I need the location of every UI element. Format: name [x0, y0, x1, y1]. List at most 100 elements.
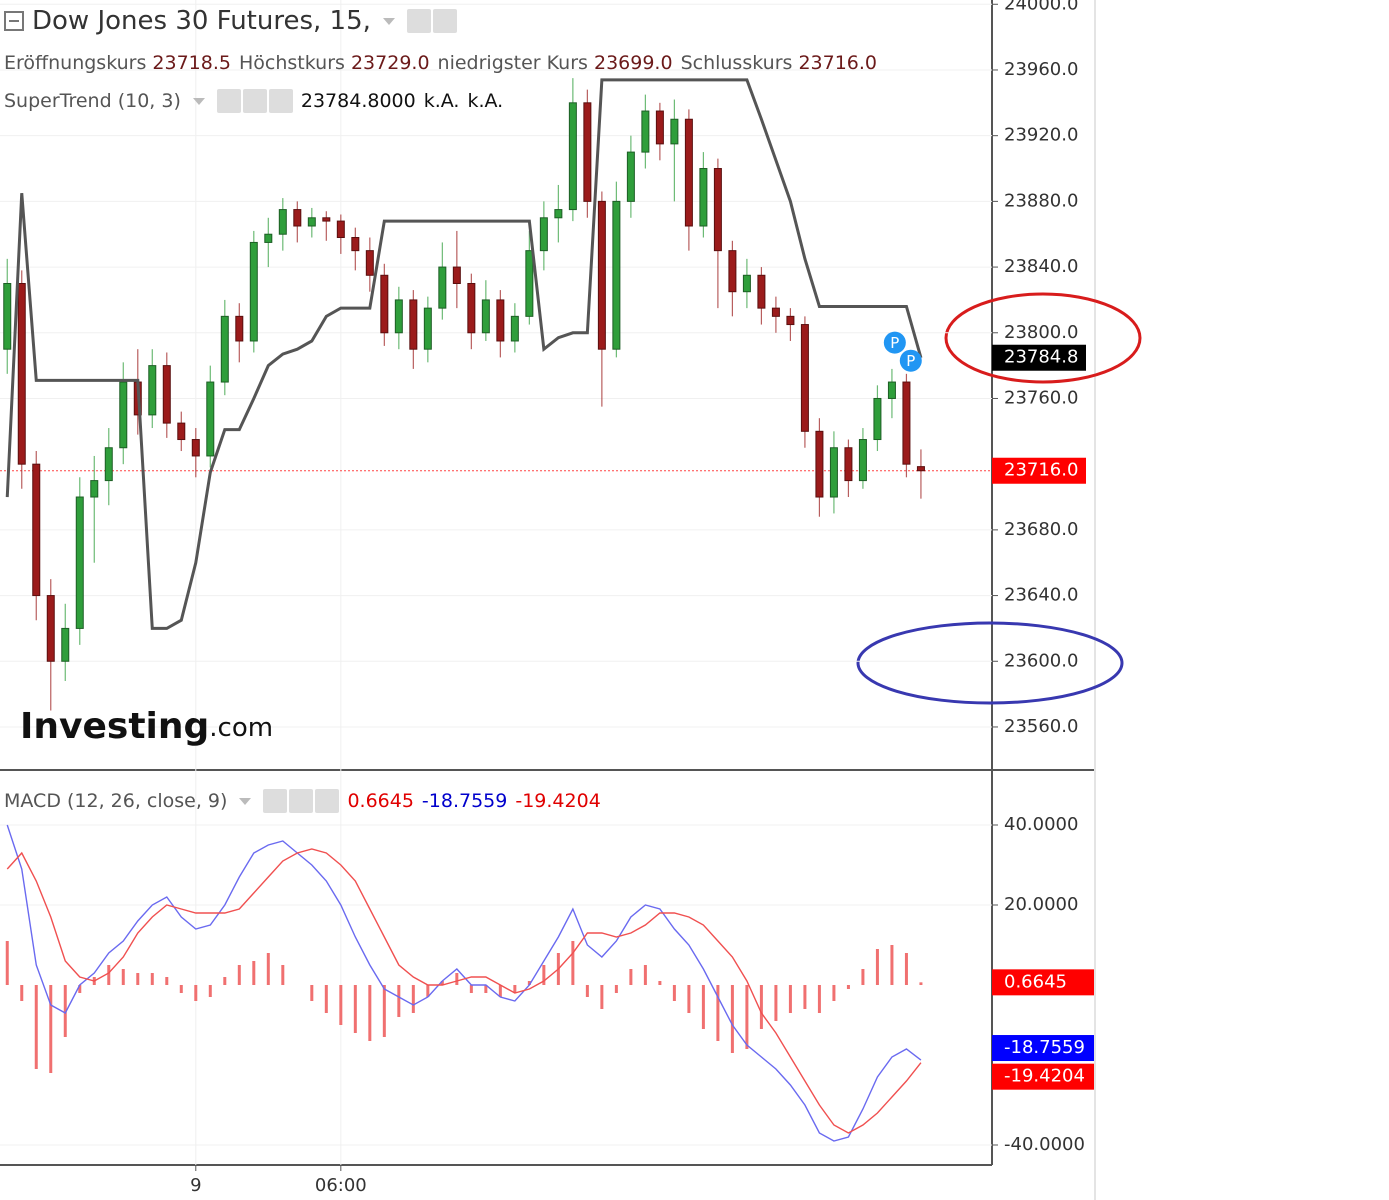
ohlc-item: Eröffnungskurs 23718.5	[4, 52, 231, 74]
dropdown[interactable]	[239, 797, 252, 805]
ohlc-value: 23718.5	[152, 52, 231, 74]
candle-body	[452, 266, 461, 284]
title-row: Dow Jones 30 Futures, 15,	[4, 6, 457, 36]
collapse-button[interactable]	[4, 11, 24, 31]
remove-button[interactable]	[315, 789, 340, 813]
eye-button[interactable]	[216, 89, 241, 113]
pivot-marker	[883, 331, 906, 354]
candle-body	[887, 381, 896, 399]
histogram-bar	[266, 953, 270, 985]
histogram-bar	[469, 985, 473, 993]
candle-body	[162, 365, 171, 424]
y-tick-label: 23920.0	[1004, 125, 1078, 146]
histogram-bar	[368, 985, 372, 1041]
value-badge	[992, 969, 1094, 996]
histogram-bar	[759, 985, 763, 1029]
remove-button[interactable]	[268, 89, 293, 113]
y-tick-label: -40.0000	[1004, 1134, 1085, 1155]
histogram-bar	[324, 985, 328, 1013]
candle-body	[380, 274, 389, 334]
y-tick-label: 24000.0	[1004, 0, 1078, 14]
ohlc-value: 23699.0	[593, 52, 673, 74]
price-badge	[992, 457, 1086, 484]
candle-body	[3, 282, 12, 350]
dropdown[interactable]	[382, 17, 395, 25]
histogram-bar	[730, 985, 734, 1053]
candle-body	[423, 307, 432, 350]
candle-body	[771, 307, 780, 317]
histogram-bar	[527, 981, 531, 985]
macd-value: -18.7559	[421, 790, 508, 812]
settings-button[interactable]	[289, 789, 314, 813]
eye-button[interactable]	[263, 789, 288, 813]
watermark-brand: Investing	[20, 706, 209, 747]
histogram-bar	[440, 981, 444, 985]
histogram-bar	[701, 985, 705, 1029]
ohlc-label: niedrigster Kurs	[437, 52, 588, 74]
settings-button[interactable]	[432, 9, 457, 33]
dropdown[interactable]	[192, 97, 205, 105]
candle-body	[75, 496, 84, 629]
chart-title: Dow Jones 30 Futures, 15,	[32, 6, 371, 36]
price-badge-label: 23784.8	[1004, 347, 1078, 368]
y-tick-label: 23840.0	[1004, 256, 1078, 277]
candle-body	[322, 217, 331, 222]
candle-body	[786, 315, 795, 326]
indicator-value: k.A.	[423, 90, 460, 112]
y-tick-label: 23960.0	[1004, 59, 1078, 80]
macd-title: MACD (12, 26, close, 9)	[4, 790, 228, 812]
candle-body	[902, 381, 911, 465]
candle-body	[684, 118, 693, 227]
histogram-bar	[49, 985, 53, 1073]
candle-body	[336, 220, 345, 239]
candle-body	[264, 233, 273, 243]
histogram-bar	[817, 985, 821, 1013]
histogram-bar	[658, 981, 662, 985]
histogram-bar	[455, 973, 459, 985]
candle-body	[90, 480, 99, 498]
histogram-bar	[846, 985, 850, 989]
y-tick-label: 40.0000	[1004, 814, 1078, 835]
x-tick-label: 9	[190, 1175, 201, 1196]
y-tick-label: 23760.0	[1004, 387, 1078, 408]
histogram-bar	[223, 977, 227, 985]
settings-button[interactable]	[242, 89, 267, 113]
histogram-bar	[745, 985, 749, 1049]
histogram-bar	[484, 985, 488, 993]
value-badge-label: -18.7559	[1004, 1037, 1085, 1058]
ohlc-item: Höchstkurs 23729.0	[239, 52, 430, 74]
value-badge-label: -19.4204	[1004, 1066, 1085, 1087]
price-badge	[992, 344, 1086, 371]
histogram-bar	[382, 985, 386, 1037]
candle-body	[815, 430, 824, 498]
y-tick-label: 23680.0	[1004, 519, 1078, 540]
candle-body	[539, 217, 548, 252]
ohlc-item: Schlusskurs 23716.0	[681, 52, 877, 74]
histogram-bar	[643, 965, 647, 985]
indicator-name: SuperTrend (10, 3)	[4, 90, 181, 112]
value-badge	[992, 1035, 1094, 1062]
histogram-bar	[600, 985, 604, 1009]
histogram-bar	[585, 985, 589, 997]
candle-body	[467, 282, 476, 334]
candle-body	[510, 315, 519, 342]
macd-value: -19.4204	[515, 790, 601, 812]
histogram-bar	[890, 945, 894, 985]
candle-body	[800, 324, 809, 432]
watermark: Investing.com	[20, 706, 273, 747]
candle-body	[32, 463, 41, 597]
candle-body	[206, 381, 215, 457]
histogram-bar	[788, 985, 792, 1013]
histogram-bar	[150, 973, 154, 985]
eye-button[interactable]	[406, 9, 431, 33]
candle-body	[655, 110, 664, 145]
candle-body	[597, 200, 606, 350]
histogram-bar	[498, 985, 502, 997]
histogram-bar	[5, 941, 9, 985]
histogram-bar	[310, 985, 314, 1001]
histogram-bar	[237, 965, 241, 985]
histogram-bar	[919, 982, 923, 985]
candle-body	[394, 299, 403, 334]
